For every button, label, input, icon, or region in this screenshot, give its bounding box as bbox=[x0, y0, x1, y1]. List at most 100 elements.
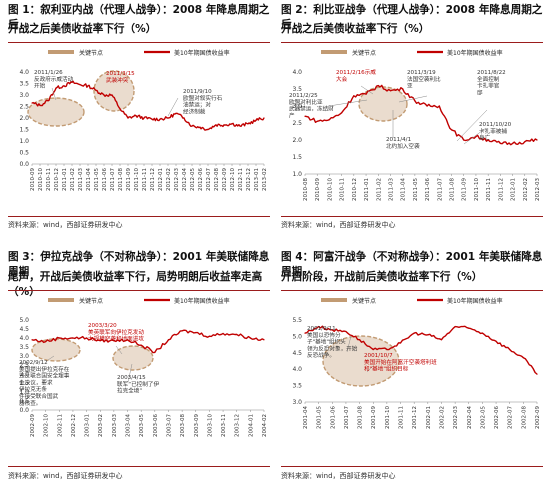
x-tick-label: 2011-05 bbox=[413, 178, 419, 201]
y-tick-label: 4.0 bbox=[292, 366, 302, 373]
yield-data-point bbox=[31, 102, 33, 104]
annotation-leader bbox=[47, 355, 55, 361]
x-tick-label: 2001-11 bbox=[399, 406, 405, 429]
x-tick-label: 2002-10 bbox=[44, 414, 50, 437]
yield-data-point bbox=[143, 117, 145, 119]
y-tick-label: 4.5 bbox=[19, 326, 29, 333]
annotation-line: 美国以恐怖分 bbox=[307, 331, 341, 339]
x-tick-label: 2002-06 bbox=[494, 406, 500, 429]
annotation-line: 美英联军向伊拉克发动 bbox=[88, 328, 144, 336]
source-note: 资料来源：wind，西部证券研发中心 bbox=[8, 472, 123, 480]
x-tick-label: 2012-11 bbox=[238, 168, 244, 191]
annotation-line: 2011/2/25 bbox=[289, 93, 318, 99]
yield-data-point bbox=[151, 118, 153, 120]
annotation-line: 武器禁运，冻结财 bbox=[289, 105, 334, 113]
annotation-line: 反政府示威活动 bbox=[34, 75, 74, 83]
y-tick-label: 1.5 bbox=[292, 154, 302, 161]
annotation-line: 2011/3/19 bbox=[407, 70, 436, 76]
yield-data-point bbox=[72, 337, 74, 339]
x-tick-label: 2012-04 bbox=[182, 168, 188, 191]
x-tick-label: 2012-03 bbox=[535, 178, 541, 201]
yield-data-point bbox=[159, 118, 161, 120]
annotation-line: 领为反恐对象，开始 bbox=[307, 344, 358, 352]
source-rule bbox=[281, 466, 543, 467]
yield-data-point bbox=[263, 117, 265, 119]
x-tick-label: 2011-07 bbox=[437, 178, 443, 201]
yield-data-point bbox=[45, 341, 47, 343]
yield-data-point bbox=[63, 85, 65, 87]
yield-data-point bbox=[191, 125, 193, 127]
yield-data-point bbox=[140, 344, 142, 346]
source-rule bbox=[281, 216, 543, 217]
x-tick-label: 2002-12 bbox=[71, 414, 77, 437]
x-tick-label: 2011-10 bbox=[474, 178, 480, 201]
yield-data-point bbox=[365, 93, 367, 95]
annotation-line: 邸 bbox=[477, 88, 483, 96]
x-tick-label: 2002-05 bbox=[480, 406, 486, 429]
x-tick-label: 2001-04 bbox=[303, 406, 309, 429]
x-tick-label: 2010-11 bbox=[340, 178, 346, 201]
y-tick-label: 2.0 bbox=[19, 115, 29, 122]
annotation-line: 开始 bbox=[34, 82, 46, 90]
annotation-line: 2011/3/15 bbox=[106, 71, 135, 77]
annotation-leader bbox=[456, 109, 488, 142]
x-tick-label: 2010-10 bbox=[38, 168, 44, 191]
yield-data-point bbox=[341, 112, 343, 114]
x-tick-label: 2012-01 bbox=[511, 178, 517, 201]
x-tick-label: 2001-10 bbox=[385, 406, 391, 429]
yield-data-point bbox=[47, 100, 49, 102]
x-tick-label: 2012-12 bbox=[246, 168, 252, 191]
legend-swatch-key-node bbox=[48, 50, 74, 54]
annotation-line: 2011/2/16示威 bbox=[336, 68, 376, 76]
legend-label-yield: 美10年期国债收益率 bbox=[174, 297, 230, 305]
figure-caption-line2: 尾声，开战后美债收益率下行，局势明朗后收益率走高（%） bbox=[8, 271, 263, 298]
yield-data-point bbox=[208, 335, 211, 337]
yield-data-point bbox=[263, 339, 265, 341]
x-tick-label: 2001-09 bbox=[371, 406, 377, 429]
key-node-ellipse bbox=[31, 338, 81, 362]
yield-data-point bbox=[358, 339, 361, 341]
yield-data-point bbox=[413, 332, 415, 334]
yield-data-point bbox=[426, 105, 428, 107]
x-tick-label: 2013-01 bbox=[254, 168, 260, 191]
figure-caption: 图 3：伊拉克战争（不对称战争）：2001 年美联储降息周期 bbox=[8, 251, 270, 278]
x-tick-label: 2011-05 bbox=[94, 168, 100, 191]
x-tick-label: 2011-01 bbox=[364, 178, 370, 201]
yield-data-point bbox=[119, 108, 121, 110]
y-tick-label: 3.0 bbox=[19, 92, 29, 99]
yield-data-point bbox=[111, 94, 113, 96]
yield-data-point bbox=[468, 327, 470, 329]
yield-data-point bbox=[499, 142, 501, 144]
x-tick-label: 2012-06 bbox=[198, 168, 204, 191]
legend-label-yield: 美10年期国债收益率 bbox=[447, 49, 503, 57]
x-tick-label: 2012-08 bbox=[214, 168, 220, 191]
annotation-line: 大规模空袭和地面进攻 bbox=[88, 335, 144, 343]
x-tick-label: 2002-07 bbox=[508, 406, 514, 429]
annotation: 2002/9/12美国提出伊拉克存在违反联合国安全理事会决议，要求伊拉克无条件接… bbox=[19, 360, 70, 407]
yield-data-point bbox=[427, 334, 429, 336]
annotation-leader bbox=[167, 97, 179, 117]
x-tick-label: 2002-03 bbox=[453, 406, 459, 429]
y-tick-label: 1.0 bbox=[292, 171, 302, 178]
x-tick-label: 2001-12 bbox=[412, 406, 418, 429]
annotation-line: 美国开始在阿富汗空袭塔利班 bbox=[364, 358, 437, 366]
x-tick-label: 2012-01 bbox=[158, 168, 164, 191]
legend: 关键节点 美10年期国债收益率 bbox=[48, 49, 230, 57]
annotation-line: 反恐战争。 bbox=[307, 351, 335, 359]
yield-data-point bbox=[236, 333, 238, 335]
yield-data-point bbox=[167, 117, 169, 119]
annotation-leader bbox=[127, 363, 133, 383]
y-tick-label: 4.5 bbox=[292, 350, 302, 357]
annotation-line: 和"基地"组织目标 bbox=[364, 365, 409, 373]
annotation-line: 2011/9/10 bbox=[183, 89, 212, 95]
y-tick-label: 3.0 bbox=[292, 399, 302, 406]
annotation-line: 身亡 bbox=[479, 134, 491, 142]
yield-data-point bbox=[440, 339, 443, 341]
y-tick-label: 3.5 bbox=[19, 81, 29, 88]
yield-data-point bbox=[304, 332, 306, 334]
x-tick-label: 2003-09 bbox=[194, 414, 200, 437]
